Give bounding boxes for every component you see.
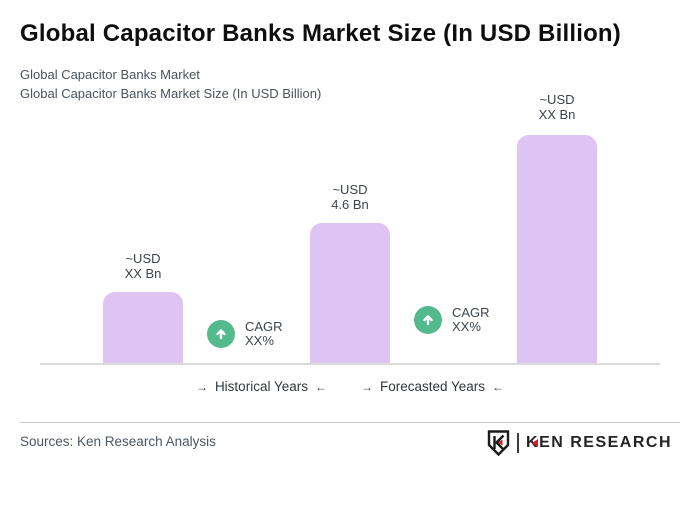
- sources-text: Sources: Ken Research Analysis: [20, 434, 216, 449]
- cagr2-value: XX%: [452, 319, 481, 334]
- logo-divider-bar: [517, 433, 519, 453]
- bar-current: [310, 223, 390, 364]
- red-triangle-icon: [532, 438, 538, 447]
- forecasted-years-label: Forecasted Years: [379, 379, 486, 394]
- historical-years-annotation: → Historical Years ←: [196, 379, 327, 394]
- arrow-right-icon: →: [360, 379, 373, 394]
- bar1-label-line2: XX Bn: [124, 265, 162, 281]
- bar-value-label: ~USD XX Bn: [93, 251, 193, 281]
- bar-value-label: ~USD XX Bn: [507, 92, 607, 122]
- arrow-left-icon: ←: [314, 379, 327, 394]
- ken-research-logo: K EN RESEARCH: [487, 430, 672, 456]
- bar3-label-line2: XX Bn: [538, 106, 576, 122]
- x-axis-baseline: [40, 363, 660, 365]
- cagr-up-arrow-icon: [207, 320, 235, 348]
- cagr1-value: XX%: [245, 333, 274, 348]
- arrow-up-icon: [216, 329, 226, 340]
- subtitle-line-2: Global Capacitor Banks Market Size (In U…: [20, 86, 322, 101]
- arrow-up-icon: [423, 315, 433, 326]
- cagr-text: CAGR XX%: [452, 306, 490, 334]
- arrow-left-icon: ←: [492, 379, 505, 394]
- bar-value-label: ~USD 4.6 Bn: [300, 182, 400, 212]
- ken-research-shield-icon: [487, 430, 510, 456]
- historical-years-label: Historical Years: [214, 379, 308, 394]
- subtitle-line-1: Global Capacitor Banks Market: [20, 67, 200, 82]
- bar1-label-line1: ~USD: [125, 251, 161, 266]
- x-axis-annotations: → Historical Years ← → Forecasted Years …: [0, 379, 700, 394]
- cagr-text: CAGR XX%: [245, 320, 283, 348]
- bar-historical: [103, 292, 183, 364]
- arrow-right-icon: →: [195, 379, 208, 394]
- bar2-label-line1: ~USD: [332, 182, 368, 197]
- logo-text-rest: EN RESEARCH: [539, 434, 673, 451]
- bar-forecast: [517, 135, 597, 364]
- forecasted-years-annotation: → Forecasted Years ←: [361, 379, 504, 394]
- bar2-label-line2: 4.6 Bn: [331, 196, 369, 212]
- page-title: Global Capacitor Banks Market Size (In U…: [20, 20, 621, 47]
- cagr1-label: CAGR: [245, 319, 283, 334]
- cagr2-label: CAGR: [452, 305, 490, 320]
- footer-divider: [20, 422, 680, 423]
- logo-letter-k: K: [526, 434, 540, 451]
- bar3-label-line1: ~USD: [539, 92, 575, 107]
- cagr-up-arrow-icon: [414, 306, 442, 334]
- ken-research-wordmark: K EN RESEARCH: [526, 434, 672, 452]
